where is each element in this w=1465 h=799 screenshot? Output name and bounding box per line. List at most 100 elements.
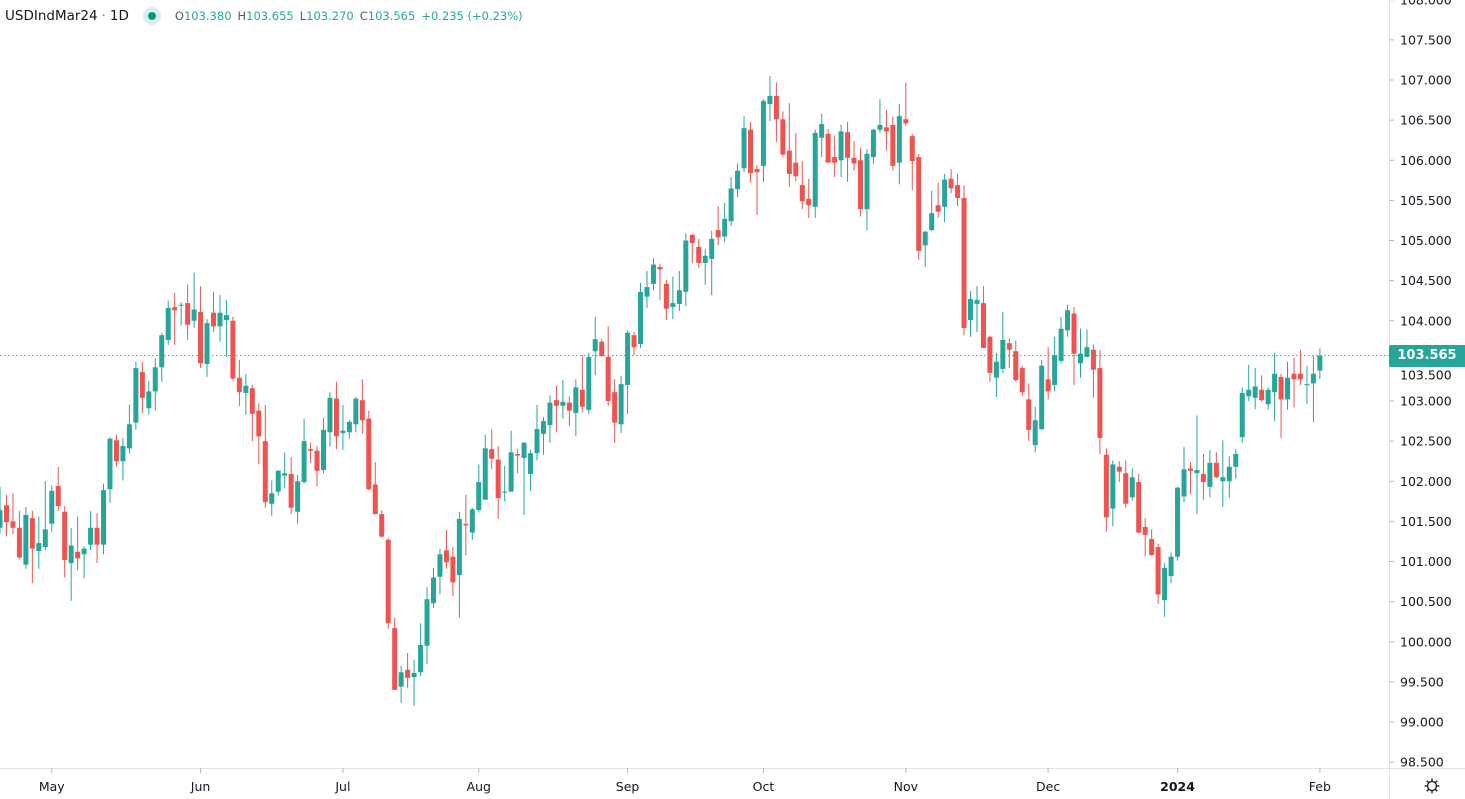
candle [1265,387,1271,410]
candle-body [573,387,579,414]
price-axis[interactable]: 98.500 99.000 99.500 100.000 100.500 101.000 1… [1389,0,1452,770]
candle [540,417,546,455]
close-label: C [359,9,368,23]
candle [204,319,210,377]
candle-body [1019,368,1025,393]
candle-body [870,129,876,158]
candle-body [152,367,158,392]
candle-body [819,124,825,138]
candle [728,177,734,227]
candle [922,230,928,267]
candle [1032,406,1038,453]
candle [877,99,883,133]
candle [1110,460,1116,527]
candle-body [948,178,954,189]
candle-body [1103,454,1109,518]
candle-body [1155,547,1161,595]
candle-body [295,481,301,512]
candle-body [845,132,851,158]
y-tick-label: 101.500 [1400,514,1452,529]
candle-body [754,169,760,173]
candle [249,384,255,442]
gear-icon[interactable] [1422,776,1442,796]
candle-body [890,124,896,166]
low-label: L [299,9,307,23]
candle [282,452,288,489]
candle-body [217,312,223,327]
market-status-icon[interactable] [142,7,161,25]
candle [288,457,294,515]
candle [1207,449,1213,498]
candle-body [366,418,372,490]
candle [107,437,113,503]
candle-body [599,341,605,357]
y-tick-label: 106.000 [1400,153,1452,168]
candle-body [534,429,540,454]
candle [62,506,68,578]
candle [916,153,922,260]
y-tick-label: 107.000 [1400,73,1452,88]
y-tick-label: 100.500 [1400,594,1452,609]
candle-body [942,179,948,207]
candle [450,547,456,597]
candle [754,165,760,215]
candle [980,286,986,349]
candle-body [560,401,566,406]
candle [650,258,656,291]
candle-body [1259,389,1265,401]
symbol-name[interactable]: USDIndMar24 [5,8,98,24]
change-value: +0.235 (+0.23%) [421,9,523,23]
candle [49,485,55,532]
candle-body [974,299,980,304]
candle [418,623,424,677]
y-tick-label: 100.000 [1400,634,1452,649]
candle [709,230,715,296]
candle-body [515,453,521,456]
candle-body [379,514,385,537]
candle-body [728,188,734,222]
candle [767,75,773,121]
candle [1187,461,1193,495]
candle [968,291,973,337]
candle-body [126,424,132,449]
candle-body [1200,474,1206,483]
candle-body [1213,462,1219,478]
candle [1162,563,1168,617]
candle-body [702,255,708,263]
candle [890,116,896,171]
candle [230,316,236,381]
candle-body [1013,351,1019,381]
candle [845,121,851,182]
candle [359,379,365,434]
candle-body [172,307,178,311]
candle [424,587,430,665]
candle [159,332,165,382]
candle [346,420,352,439]
candle [508,430,514,492]
candle-body [1116,466,1122,472]
candle [1116,461,1122,483]
candle-body [540,421,546,434]
candle [340,405,346,450]
interval-label[interactable]: 1D [109,8,129,24]
candle [16,510,22,560]
candle [476,464,482,513]
candle-body [980,303,986,349]
candle-body [489,449,495,459]
low-value: 103.270 [306,9,354,23]
candle-body [987,336,993,373]
candle [366,410,372,491]
time-axis[interactable]: May Jun Jul Aug Sep Oct Nov Dec 2024 Feb [39,768,1331,794]
candle [139,361,145,414]
candle [870,128,876,165]
candle [120,437,126,481]
candle [489,429,495,470]
candle-body [230,320,236,379]
candle [405,652,411,689]
candle-body [243,385,249,393]
candle-body [55,486,61,507]
candle [437,548,443,595]
candle-body [249,388,255,414]
candle-body [1278,376,1284,400]
